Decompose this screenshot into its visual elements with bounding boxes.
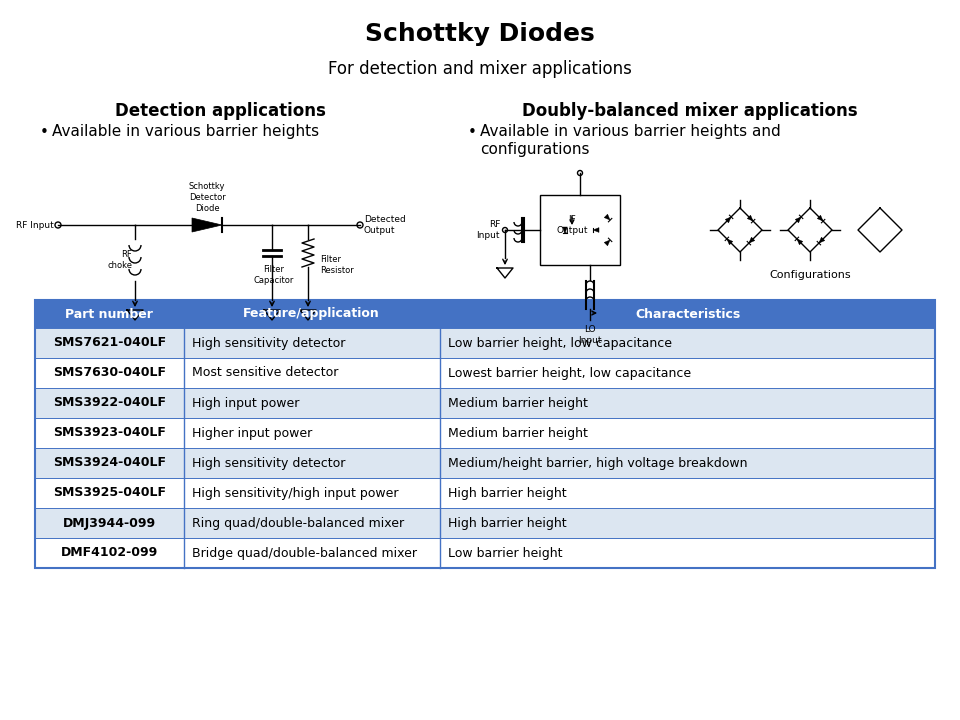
Text: SMS3923-040LF: SMS3923-040LF xyxy=(53,426,166,439)
Bar xyxy=(183,478,440,508)
Text: Most sensitive detector: Most sensitive detector xyxy=(191,366,338,379)
Bar xyxy=(440,328,935,358)
Text: Doubly-balanced mixer applications: Doubly-balanced mixer applications xyxy=(522,102,858,120)
Bar xyxy=(440,358,935,388)
Polygon shape xyxy=(819,237,825,243)
Text: Medium/height barrier, high voltage breakdown: Medium/height barrier, high voltage brea… xyxy=(448,456,748,469)
Text: Available in various barrier heights and: Available in various barrier heights and xyxy=(480,124,780,139)
Text: High input power: High input power xyxy=(191,397,299,410)
Bar xyxy=(183,418,440,448)
Text: Filter
Capacitor: Filter Capacitor xyxy=(253,265,294,285)
Text: Ring quad/double-balanced mixer: Ring quad/double-balanced mixer xyxy=(191,516,403,529)
Bar xyxy=(183,388,440,418)
Bar xyxy=(540,195,620,265)
Bar xyxy=(440,448,935,478)
Text: DMJ3944-099: DMJ3944-099 xyxy=(62,516,156,529)
Text: SMS7621-040LF: SMS7621-040LF xyxy=(53,336,166,349)
Text: Available in various barrier heights: Available in various barrier heights xyxy=(52,124,319,139)
Text: SMS3922-040LF: SMS3922-040LF xyxy=(53,397,166,410)
Bar xyxy=(35,388,183,418)
Polygon shape xyxy=(604,214,611,220)
Bar xyxy=(35,538,183,568)
Text: IF
Output: IF Output xyxy=(556,215,588,235)
Bar xyxy=(35,358,183,388)
Text: Detected
Output: Detected Output xyxy=(364,215,406,235)
Polygon shape xyxy=(747,215,754,221)
Text: Low barrier height, low capacitance: Low barrier height, low capacitance xyxy=(448,336,672,349)
Bar xyxy=(183,448,440,478)
Text: High sensitivity detector: High sensitivity detector xyxy=(191,456,345,469)
Polygon shape xyxy=(604,240,611,246)
Bar xyxy=(35,328,183,358)
Text: Medium barrier height: Medium barrier height xyxy=(448,426,588,439)
Polygon shape xyxy=(795,217,802,222)
Text: Characteristics: Characteristics xyxy=(635,307,740,320)
Text: Feature/application: Feature/application xyxy=(244,307,380,320)
Text: SMS7630-040LF: SMS7630-040LF xyxy=(53,366,166,379)
Text: configurations: configurations xyxy=(480,142,589,157)
Polygon shape xyxy=(192,218,222,232)
Bar xyxy=(35,508,183,538)
Text: Configurations: Configurations xyxy=(769,270,851,280)
Text: High sensitivity detector: High sensitivity detector xyxy=(191,336,345,349)
Text: DMF4102-099: DMF4102-099 xyxy=(60,546,157,559)
Bar xyxy=(35,448,183,478)
Text: SMS3924-040LF: SMS3924-040LF xyxy=(53,456,166,469)
Bar xyxy=(183,358,440,388)
Text: Bridge quad/double-balanced mixer: Bridge quad/double-balanced mixer xyxy=(191,546,417,559)
Bar xyxy=(35,418,183,448)
Text: Higher input power: Higher input power xyxy=(191,426,312,439)
Text: RF
choke: RF choke xyxy=(107,250,132,270)
Text: •: • xyxy=(468,125,477,140)
Bar xyxy=(35,300,935,568)
Text: High barrier height: High barrier height xyxy=(448,487,566,500)
Text: High barrier height: High barrier height xyxy=(448,516,566,529)
Text: Lowest barrier height, low capacitance: Lowest barrier height, low capacitance xyxy=(448,366,691,379)
Text: Schottky
Detector
Diode: Schottky Detector Diode xyxy=(188,181,226,213)
Polygon shape xyxy=(749,237,755,243)
Text: RF
Input: RF Input xyxy=(476,220,500,240)
Bar xyxy=(183,328,440,358)
Text: Low barrier height: Low barrier height xyxy=(448,546,563,559)
Bar xyxy=(440,300,935,328)
Text: Filter
Resistor: Filter Resistor xyxy=(320,255,353,275)
Text: Schottky Diodes: Schottky Diodes xyxy=(365,22,595,46)
Text: •: • xyxy=(40,125,49,140)
Polygon shape xyxy=(797,239,803,245)
Polygon shape xyxy=(563,227,567,233)
Text: For detection and mixer applications: For detection and mixer applications xyxy=(328,60,632,78)
Text: RF Input: RF Input xyxy=(16,220,54,230)
Bar xyxy=(183,300,440,328)
Polygon shape xyxy=(817,215,823,221)
Text: LO
Input: LO Input xyxy=(578,325,602,345)
Polygon shape xyxy=(727,239,732,245)
Text: Part number: Part number xyxy=(65,307,154,320)
Polygon shape xyxy=(725,217,732,222)
Bar xyxy=(35,478,183,508)
Text: Medium barrier height: Medium barrier height xyxy=(448,397,588,410)
Bar xyxy=(440,388,935,418)
Bar xyxy=(440,478,935,508)
Bar xyxy=(35,300,183,328)
Bar xyxy=(440,508,935,538)
Text: Detection applications: Detection applications xyxy=(114,102,325,120)
Bar xyxy=(440,418,935,448)
Bar xyxy=(440,538,935,568)
Bar xyxy=(183,538,440,568)
Bar xyxy=(183,508,440,538)
Polygon shape xyxy=(593,228,599,233)
Text: High sensitivity/high input power: High sensitivity/high input power xyxy=(191,487,398,500)
Text: SMS3925-040LF: SMS3925-040LF xyxy=(53,487,166,500)
